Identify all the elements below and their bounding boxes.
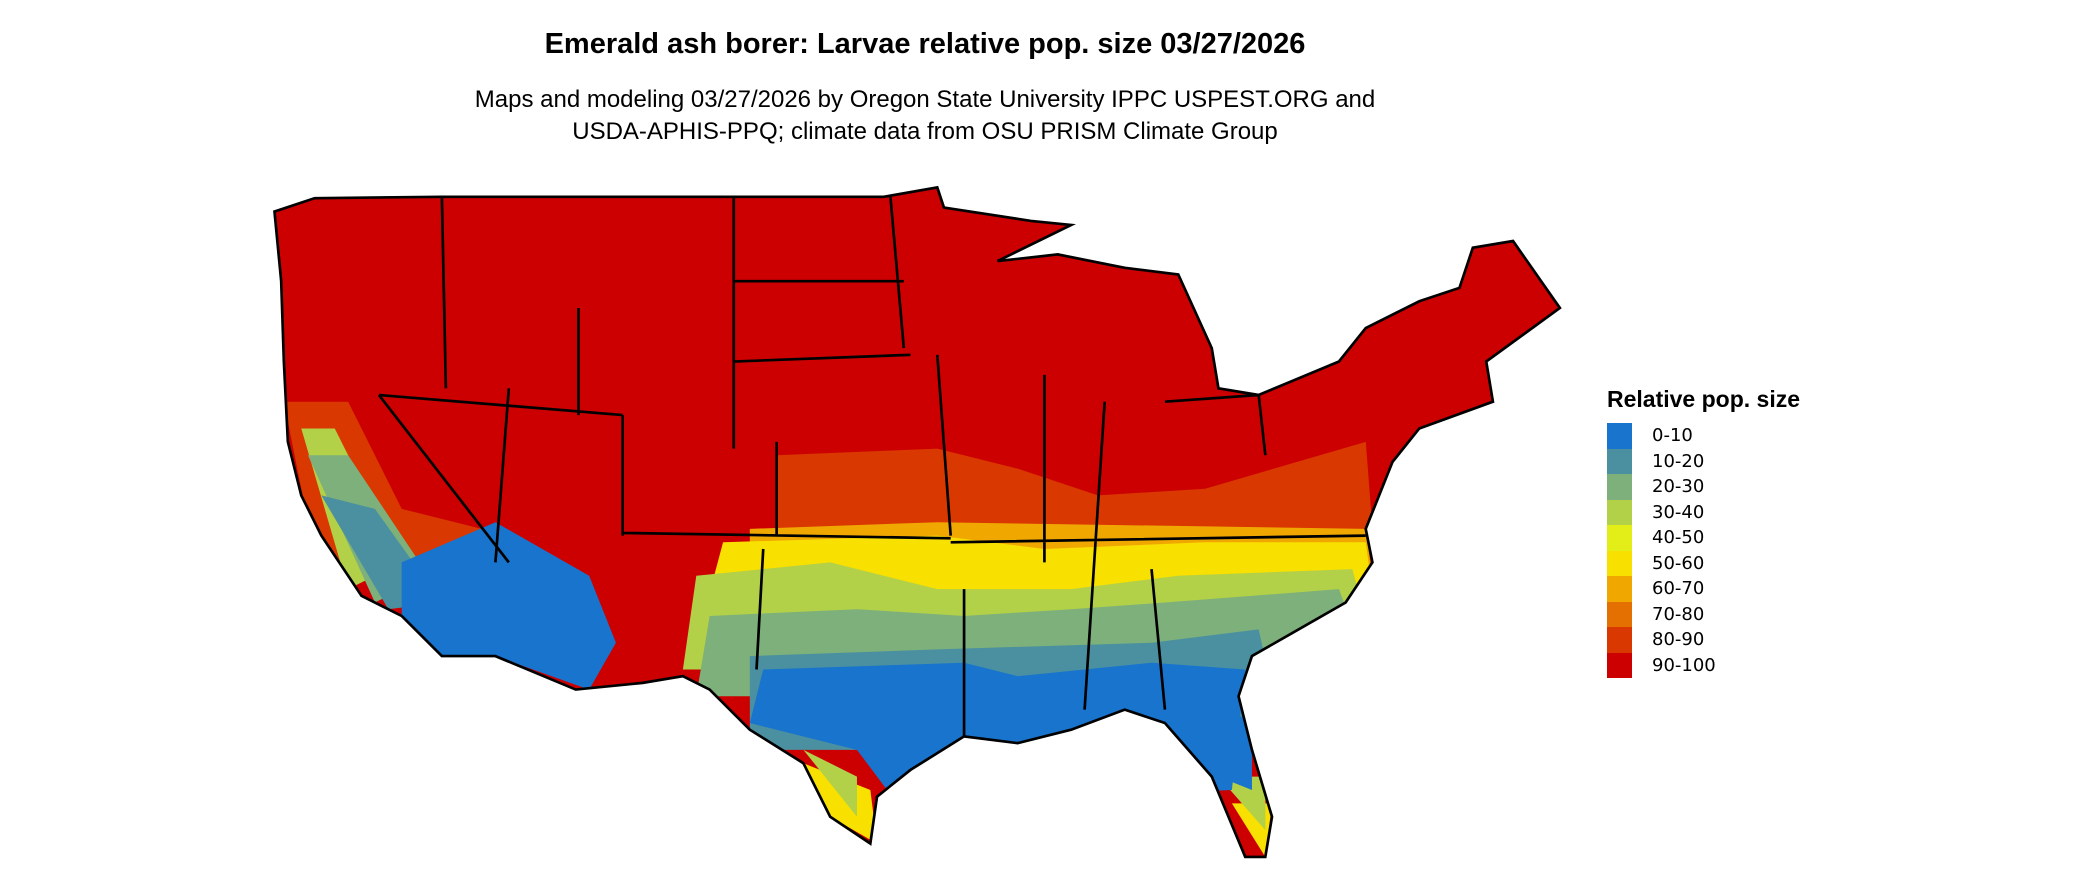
map-fill [274,187,1560,857]
legend-item: 40-50 [1607,525,1800,551]
legend-label: 70-80 [1652,603,1705,625]
legend-item: 10-20 [1607,448,1800,474]
legend-item: 80-90 [1607,627,1800,653]
legend-item: 30-40 [1607,499,1800,525]
legend-swatch [1607,652,1632,678]
legend-label: 50-60 [1652,552,1705,574]
legend-swatch [1607,576,1632,602]
map-title: Emerald ash borer: Larvae relative pop. … [544,28,1306,60]
zone-20-30 [307,455,1380,697]
state-border-lines [377,196,1366,737]
legend-label: 40-50 [1652,527,1705,549]
legend-item: 0-10 [1607,423,1800,449]
legend-swatch [1607,550,1632,576]
legend-item: 50-60 [1607,550,1800,576]
legend-swatch [1607,499,1632,525]
legend-item: 70-80 [1607,601,1800,627]
legend-label: 60-70 [1652,578,1705,600]
legend-label: 90-100 [1652,654,1716,676]
legend: Relative pop. size 0-10 10-20 20-30 30-40 40… [1607,386,1800,678]
legend-title: Relative pop. size [1607,386,1801,412]
legend-label: 0-10 [1652,425,1693,447]
legend-swatch [1607,423,1632,449]
legend-label: 20-30 [1652,476,1705,498]
legend-item: 20-30 [1607,474,1800,500]
legend-swatch [1607,474,1632,500]
map-subtitle-line1: Maps and modeling 03/27/2026 by Oregon S… [474,86,1376,113]
legend-item: 90-100 [1607,652,1800,678]
legend-item: 60-70 [1607,576,1800,602]
legend-label: 10-20 [1652,450,1705,472]
legend-swatch [1607,601,1632,627]
legend-swatch [1607,627,1632,653]
legend-swatch [1607,448,1632,474]
zone-0-10 [401,522,1252,804]
legend-swatch [1607,525,1632,551]
state-borders [273,186,1561,858]
legend-label: 80-90 [1652,629,1705,651]
map-subtitle-line2: USDA-APHIS-PPQ; climate data from OSU PR… [572,118,1278,145]
legend-label: 30-40 [1652,501,1705,523]
